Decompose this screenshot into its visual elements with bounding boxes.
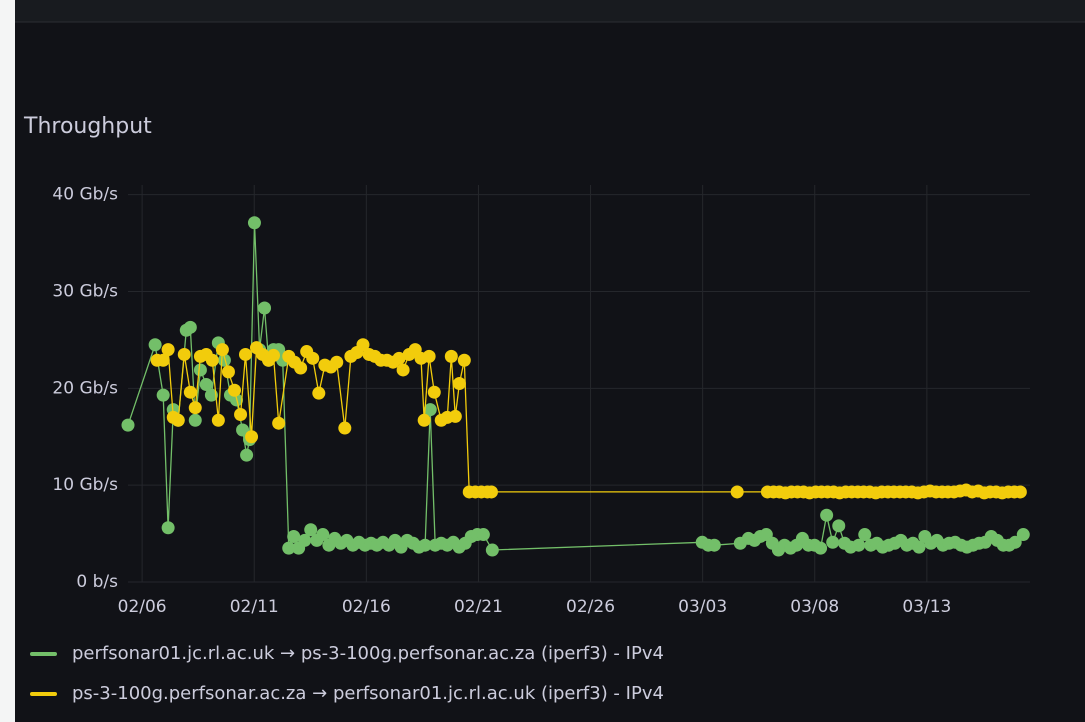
data-point	[156, 353, 170, 367]
data-point	[171, 413, 185, 427]
data-point	[282, 541, 296, 555]
plot-area	[121, 216, 1030, 557]
data-point	[188, 401, 202, 415]
data-point	[1008, 535, 1022, 549]
data-point	[912, 540, 926, 554]
legend: perfsonar01.jc.rl.ac.uk → ps-3-100g.perf…	[30, 643, 664, 704]
x-tick-label: 02/26	[566, 597, 615, 617]
data-point	[858, 528, 872, 542]
data-point	[236, 423, 250, 437]
data-point	[287, 529, 301, 543]
data-point	[238, 347, 252, 361]
data-point	[272, 416, 286, 430]
data-point	[148, 338, 162, 352]
data-point	[161, 521, 175, 535]
data-point	[485, 543, 499, 557]
data-point	[267, 348, 281, 362]
data-point	[215, 343, 229, 357]
data-point	[183, 320, 197, 334]
data-point	[240, 448, 254, 462]
data-point	[316, 528, 330, 542]
x-tick-label: 02/11	[230, 597, 279, 617]
data-point	[457, 353, 471, 367]
y-tick-label: 40 Gb/s	[52, 185, 118, 205]
data-point	[234, 407, 248, 421]
x-tick-label: 02/06	[118, 597, 167, 617]
data-point	[298, 533, 312, 547]
data-point	[826, 535, 840, 549]
data-point	[228, 383, 242, 397]
data-point	[484, 485, 498, 499]
data-point	[730, 485, 744, 499]
data-point	[852, 538, 866, 552]
data-point	[247, 216, 261, 230]
data-point	[814, 541, 828, 555]
data-point	[418, 538, 432, 552]
legend-label[interactable]: ps-3-100g.perfsonar.ac.za → perfsonar01.…	[72, 683, 664, 704]
data-point	[221, 365, 235, 379]
data-point	[1016, 528, 1030, 542]
data-point	[205, 353, 219, 367]
data-point	[422, 349, 436, 363]
data-point	[417, 413, 431, 427]
data-point	[396, 363, 410, 377]
data-point	[312, 386, 326, 400]
x-tick-label: 02/16	[342, 597, 391, 617]
x-tick-label: 02/21	[454, 597, 503, 617]
data-point	[356, 338, 370, 352]
data-point	[832, 519, 846, 533]
y-tick-label: 10 Gb/s	[52, 475, 118, 495]
grid: 0 b/s 10 Gb/s 20 Gb/s 30 Gb/s 40 Gb/s 02/06 02…	[52, 185, 1030, 617]
data-point	[161, 343, 175, 357]
data-point	[392, 351, 406, 365]
data-point	[427, 385, 441, 399]
data-point	[448, 409, 462, 423]
x-tick-label: 03/13	[902, 597, 951, 617]
data-point	[199, 377, 213, 391]
data-point	[707, 538, 721, 552]
data-point	[476, 528, 490, 542]
data-point	[156, 388, 170, 402]
data-point	[121, 418, 135, 432]
data-point	[304, 523, 318, 537]
data-point	[177, 347, 191, 361]
data-point	[423, 403, 437, 417]
left-margin	[0, 0, 15, 722]
data-point	[338, 421, 352, 435]
data-point	[330, 355, 344, 369]
data-point	[452, 377, 466, 390]
panel-title[interactable]: Throughput	[23, 114, 152, 139]
top-bar	[0, 0, 1085, 22]
data-point	[444, 349, 458, 363]
x-tick-label: 03/03	[678, 597, 727, 617]
data-point	[188, 413, 202, 427]
data-point	[204, 388, 218, 402]
y-tick-label: 30 Gb/s	[52, 282, 118, 302]
x-tick-label: 03/08	[790, 597, 839, 617]
legend-label[interactable]: perfsonar01.jc.rl.ac.uk → ps-3-100g.perf…	[72, 643, 664, 664]
data-point	[1013, 485, 1027, 499]
data-point	[183, 385, 197, 399]
data-point	[211, 413, 225, 427]
data-point	[258, 301, 272, 315]
y-tick-label: 20 Gb/s	[52, 378, 118, 398]
y-tick-label: 0 b/s	[76, 572, 118, 592]
data-point	[245, 430, 259, 444]
data-point	[193, 363, 207, 377]
data-point	[820, 508, 834, 522]
data-point	[306, 351, 320, 365]
data-point	[294, 361, 308, 375]
